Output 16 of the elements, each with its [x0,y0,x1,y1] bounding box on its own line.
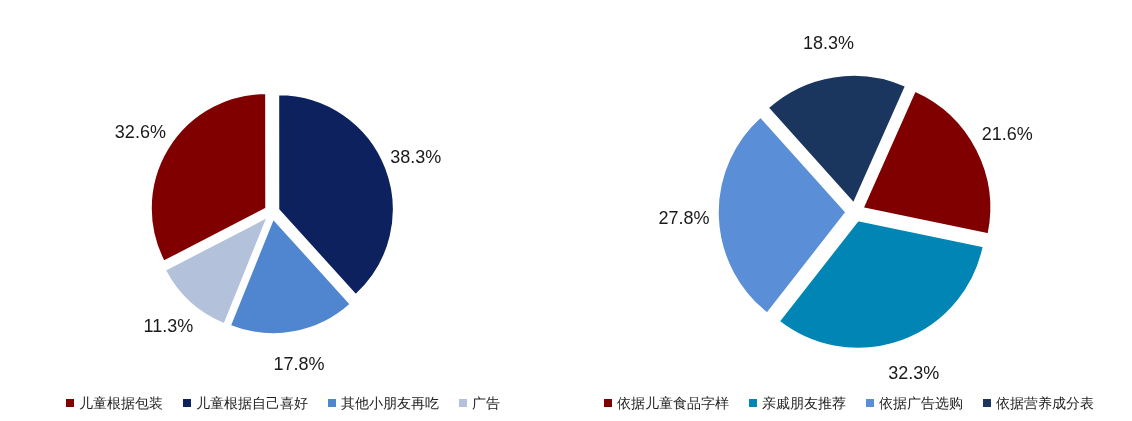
legend-label: 依据儿童食品字样 [617,395,729,411]
legend-label: 广告 [472,395,500,411]
data-label: 32.3% [888,362,940,383]
data-label: 18.3% [802,33,854,54]
legend-label: 儿童根据自己喜好 [196,395,308,411]
data-label: 11.3% [143,315,194,336]
data-label: 27.8% [658,207,710,228]
legend-label: 依据营养成分表 [996,395,1094,411]
legend-label: 其他小朋友再吃 [341,395,439,411]
legend-label: 依据广告选购 [879,395,963,411]
data-label: 21.6% [981,124,1033,145]
legend-label: 亲戚朋友推荐 [762,395,846,411]
data-label: 38.3% [390,146,442,167]
legend-label: 儿童根据包装 [79,395,163,411]
data-label: 17.8% [273,353,325,374]
data-label: 32.6% [114,122,166,143]
